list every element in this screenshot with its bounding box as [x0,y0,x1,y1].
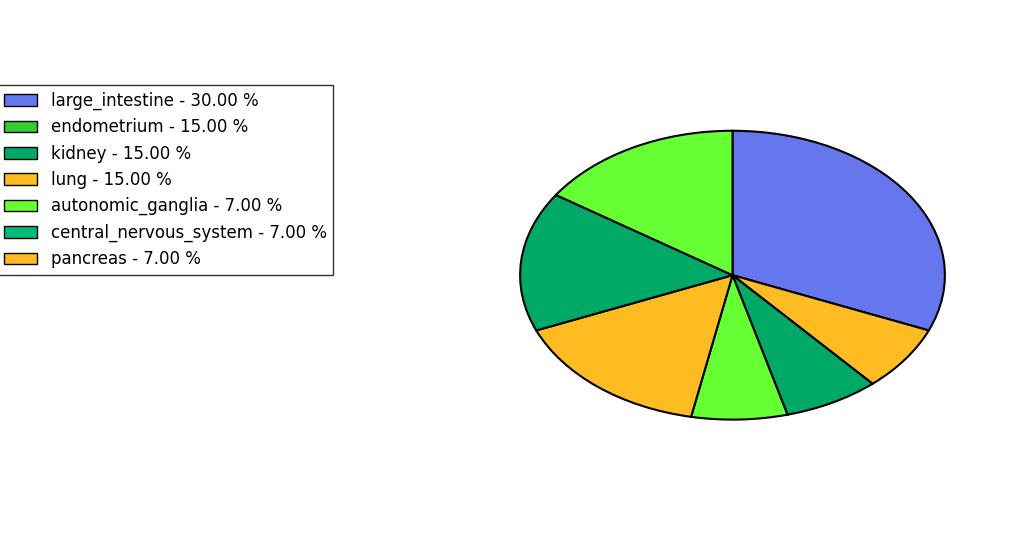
Wedge shape [732,275,872,415]
Wedge shape [732,131,945,330]
Wedge shape [520,195,732,330]
Wedge shape [732,275,929,384]
Wedge shape [536,275,732,417]
Legend: large_intestine - 30.00 %, endometrium - 15.00 %, kidney - 15.00 %, lung - 15.00: large_intestine - 30.00 %, endometrium -… [0,85,333,275]
Wedge shape [556,131,732,275]
Wedge shape [691,275,787,420]
